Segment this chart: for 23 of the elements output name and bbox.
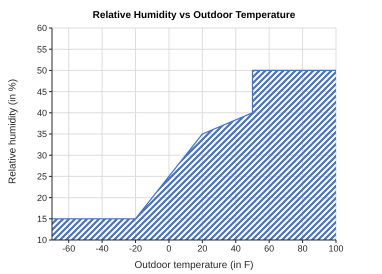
x-tick-label: 80 xyxy=(298,243,308,254)
y-tick-label: 45 xyxy=(36,86,47,97)
x-tick-label: 0 xyxy=(166,243,172,254)
x-tick-label: -60 xyxy=(62,243,76,254)
y-tick-label: 10 xyxy=(36,235,47,246)
x-tick-label: 20 xyxy=(197,243,208,254)
y-tick-label: 50 xyxy=(36,66,47,76)
x-tick-label: 100 xyxy=(328,243,344,254)
y-axis-title: Relative humidity (in %) xyxy=(8,78,19,184)
y-tick-label: 35 xyxy=(36,129,47,140)
y-tick-label: 60 xyxy=(36,23,47,34)
y-tick-label: 25 xyxy=(36,172,47,182)
y-tick-label: 40 xyxy=(36,108,47,118)
x-tick-label: -40 xyxy=(96,243,109,254)
y-tick-label: 20 xyxy=(36,192,47,203)
x-tick-label: 40 xyxy=(230,243,241,254)
y-tick-label: 15 xyxy=(36,214,47,224)
y-tick-label: 55 xyxy=(36,44,47,54)
chart-title: Relative Humidity vs Outdoor Temperature xyxy=(92,10,296,21)
x-axis-title: Outdoor temperature (in F) xyxy=(134,260,254,271)
x-tick-label: -20 xyxy=(129,243,142,254)
x-tick-label: 60 xyxy=(264,243,274,254)
y-tick-label: 30 xyxy=(36,150,47,160)
